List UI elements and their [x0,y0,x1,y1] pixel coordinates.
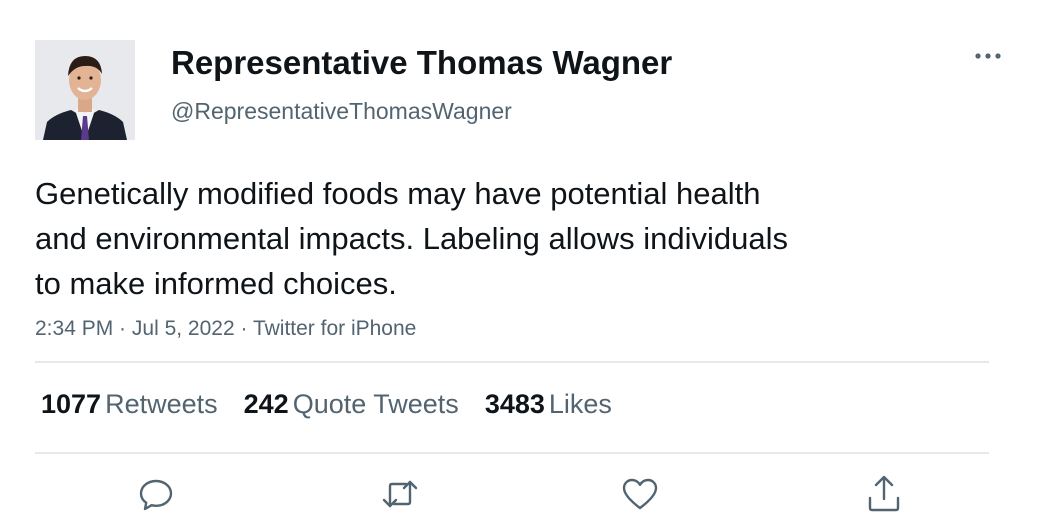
author-handle[interactable]: @RepresentativeThomasWagner [171,98,512,124]
divider [35,361,989,363]
tweet-text-line: Genetically modified foods may have pote… [35,176,761,211]
likes-label: Likes [548,389,612,419]
tweet-metadata: 2:34 PM · Jul 5, 2022 · Twitter for iPho… [35,315,416,343]
author-display-name[interactable]: Representative Thomas Wagner [171,44,673,81]
avatar[interactable] [35,40,135,140]
likes-stat[interactable]: 3483 Likes [485,387,612,421]
quote-tweets-label: Quote Tweets [292,389,459,419]
tweet-text: Genetically modified foods may have pote… [35,171,935,306]
engagement-stats: 1077 Retweets 242 Quote Tweets 3483 Likes [41,387,638,421]
retweet-icon [382,480,418,508]
divider [35,452,989,454]
more-horizontal-icon [975,53,1001,59]
likes-count: 3483 [484,389,545,419]
meta-separator: · [113,317,132,340]
more-options-button[interactable] [968,42,1008,70]
share-icon [868,475,900,512]
retweets-count: 1077 [41,389,102,419]
quote-tweets-count: 242 [243,389,289,419]
retweet-button[interactable] [378,472,422,516]
reply-button[interactable] [134,472,178,516]
share-button[interactable] [862,472,906,516]
profile-photo-icon [35,40,135,140]
like-button[interactable] [618,472,662,516]
quote-tweets-stat[interactable]: 242 Quote Tweets [244,387,459,421]
reply-icon [139,479,173,511]
tweet-source[interactable]: Twitter for iPhone [252,317,417,340]
retweets-label: Retweets [105,389,218,419]
retweets-stat[interactable]: 1077 Retweets [41,387,218,421]
tweet-text-line: to make informed choices. [35,266,397,301]
tweet-text-line: and environmental impacts. Labeling allo… [35,221,789,256]
tweet-time[interactable]: 2:34 PM [35,317,114,340]
heart-icon [622,478,658,510]
tweet-date[interactable]: Jul 5, 2022 [131,317,235,340]
meta-separator: · [234,317,253,340]
